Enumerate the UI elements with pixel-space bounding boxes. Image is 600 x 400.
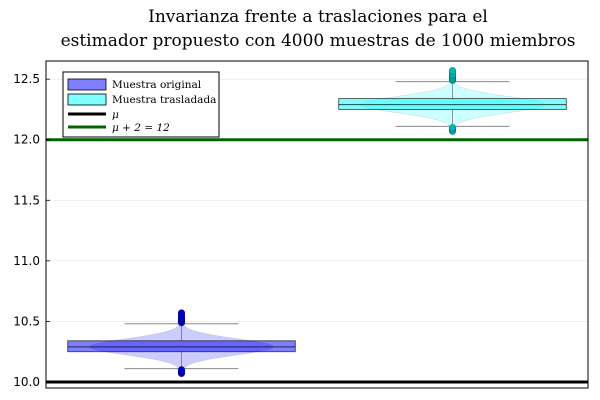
y-axis: 10.0 10.5 11.0 11.5 12.0 12.5 [13, 72, 50, 389]
y-tick-label: 10.5 [13, 314, 40, 328]
legend-label-mu-plus-2: μ + 2 = 12 [112, 122, 170, 134]
outlier-point-1 [448, 123, 457, 132]
outlier-point-0 [177, 366, 186, 374]
chart-title-line-1: Invarianza frente a traslaciones para el [148, 7, 488, 27]
legend-label-shifted: Muestra trasladada [112, 94, 216, 106]
chart-title-line-2: estimador propuesto con 4000 muestras de… [61, 31, 576, 51]
outlier-point-1 [448, 67, 457, 75]
plot-area [67, 67, 567, 378]
y-tick-label: 10.0 [13, 375, 40, 389]
legend-swatch-original [67, 78, 107, 91]
y-tick-label: 11.5 [13, 193, 40, 207]
outlier-point-0 [177, 309, 186, 317]
legend-label-mu: μ [112, 109, 119, 121]
legend-label-original: Muestra original [112, 79, 202, 91]
y-tick-label: 12.5 [13, 72, 40, 86]
plot-frame [45, 60, 589, 389]
y-tick-label: 11.0 [13, 254, 40, 268]
reference-lines [46, 138, 588, 384]
legend: Muestra original Muestra trasladada μ μ … [62, 71, 220, 138]
y-tick-label: 12.0 [13, 133, 40, 147]
legend-swatch-shifted [67, 93, 107, 106]
box-1 [338, 98, 567, 110]
box-0 [67, 340, 296, 353]
